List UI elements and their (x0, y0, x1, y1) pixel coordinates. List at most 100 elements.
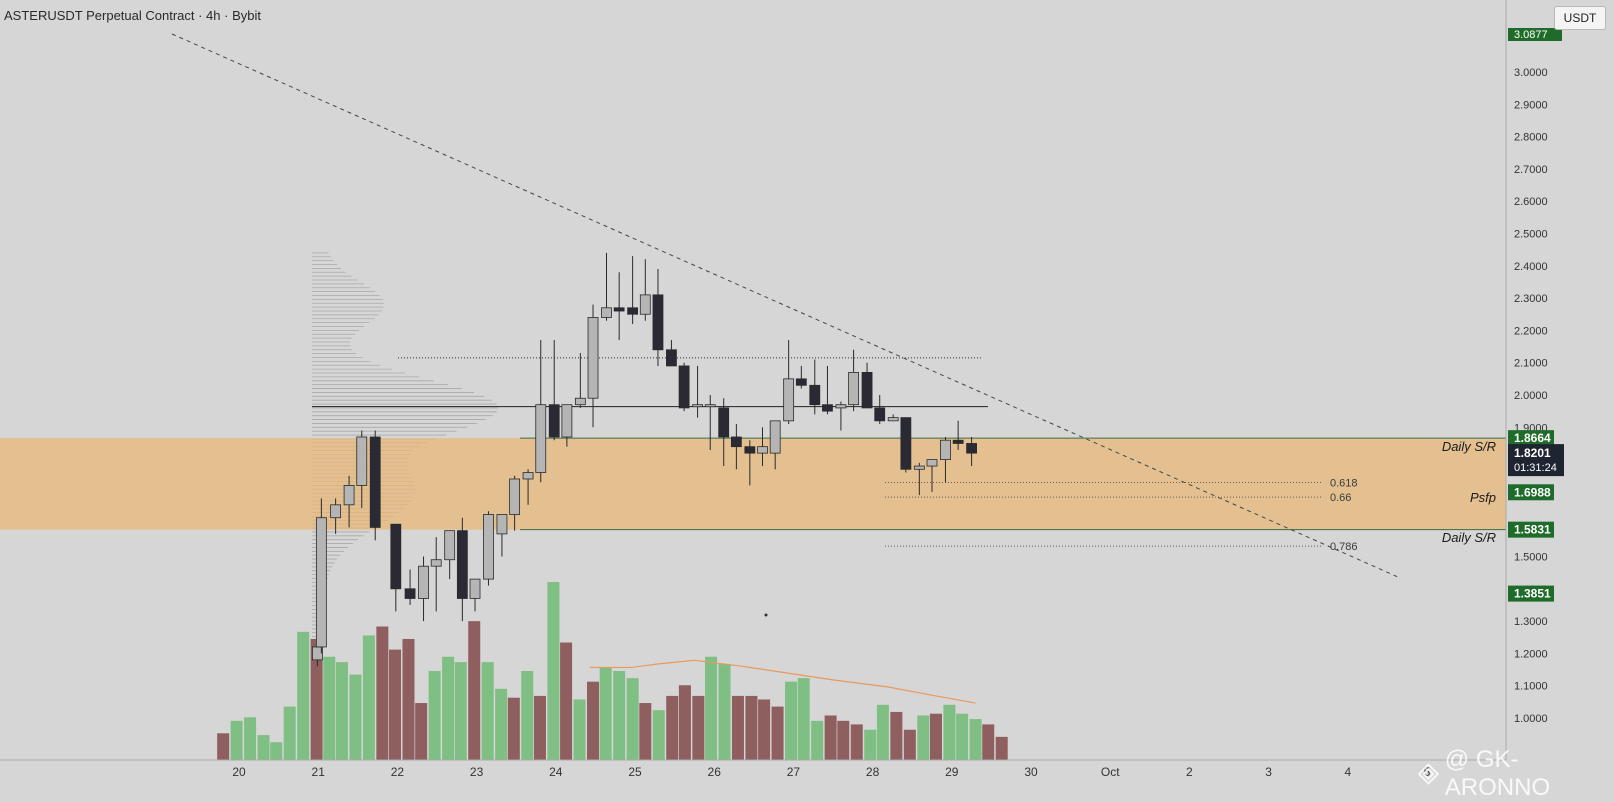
price-label-2: 1.6988 (1514, 485, 1551, 499)
candle-body (769, 420, 781, 454)
fib-label-1: 0.66 (1330, 492, 1351, 504)
volume-bar (257, 735, 270, 760)
x-tick-label: Oct (1101, 765, 1120, 779)
volume-bar (837, 720, 850, 760)
volume-bar (864, 729, 877, 760)
x-tick-label: 30 (1024, 765, 1038, 779)
y-tick-label: 1.5000 (1514, 552, 1548, 564)
volume-ma-line (589, 659, 976, 704)
candle-body (652, 294, 664, 351)
volume-bar (244, 717, 257, 760)
candle-body (548, 404, 560, 438)
price-label-4: 1.3851 (1514, 587, 1551, 601)
volume-bar (771, 706, 784, 760)
y-tick-label: 2.4000 (1514, 261, 1548, 273)
volume-bar (349, 674, 362, 760)
volume-bar (428, 671, 441, 760)
zone-annotation-0: Daily S/R (1442, 439, 1496, 454)
volume-bar (929, 713, 942, 760)
candle-body (561, 404, 573, 438)
volume-bar (521, 671, 534, 760)
candle-body (692, 404, 703, 408)
y-tick-label: 2.8000 (1514, 132, 1548, 144)
volume-bar (587, 681, 600, 760)
binance-diamond-icon (1418, 763, 1439, 785)
x-tick-label: 28 (866, 765, 880, 779)
volume-bar (547, 582, 560, 760)
x-tick-label: 3 (1265, 765, 1272, 779)
volume-bar (678, 685, 691, 760)
candle-body (418, 565, 429, 599)
top-price-label: 3.0877 (1514, 29, 1548, 41)
volume-bar (270, 742, 283, 760)
volume-bar (824, 715, 837, 760)
candle-body (926, 459, 938, 467)
candle-body (330, 504, 342, 519)
candle-body (469, 578, 481, 599)
candle-body (639, 294, 651, 315)
candle-body (757, 446, 768, 454)
candle-body (795, 378, 807, 386)
candle-body (444, 530, 456, 561)
top-price-label-bg (1508, 28, 1562, 41)
candle-body (966, 443, 977, 454)
volume-bar (850, 724, 863, 760)
volume-bar (652, 710, 665, 760)
y-tick-label: 1.2000 (1514, 648, 1548, 660)
candle-body (718, 407, 730, 438)
volume-bar (495, 688, 508, 760)
y-tick-label: 2.2000 (1514, 325, 1548, 337)
volume-bar (283, 706, 296, 760)
candle-body (509, 478, 521, 515)
current-price-label-bg (1508, 444, 1564, 477)
current-price-label: 1.8201 (1514, 446, 1551, 460)
volume-bar (969, 719, 982, 760)
volume-bar (402, 638, 415, 760)
chart-title: ASTERUSDT Perpetual Contract · 4h · Bybi… (4, 8, 261, 23)
x-tick-label: 25 (628, 765, 642, 779)
volume-bar (917, 715, 930, 760)
zone-annotation-1: Psfp (1470, 490, 1496, 505)
volume-bar (599, 667, 612, 760)
volume-bar (481, 662, 494, 760)
volume-bar (613, 671, 626, 760)
price-label-0: 1.8664 (1514, 431, 1551, 445)
y-tick-label: 2.7000 (1514, 164, 1548, 176)
y-tick-label: 2.5000 (1514, 229, 1548, 241)
candle-body (430, 559, 442, 567)
y-tick-label: 1.1000 (1514, 681, 1548, 693)
y-tick-label: 2.9000 (1514, 99, 1548, 111)
volume-bar (217, 733, 230, 760)
price-label-bg (1508, 484, 1554, 501)
candle-body (730, 436, 742, 448)
volume-bar (982, 724, 995, 760)
volume-bar (507, 697, 520, 760)
price-label-3: 1.5831 (1514, 523, 1551, 537)
y-tick-label: 2.3000 (1514, 293, 1548, 305)
candle-body (848, 371, 859, 406)
candle-body (315, 517, 327, 648)
volume-bar (376, 626, 389, 760)
y-tick-label: 1.0000 (1514, 713, 1548, 725)
volume-bar (335, 662, 348, 760)
currency-selector-button[interactable]: USDT (1554, 6, 1606, 30)
volume-bar (745, 695, 758, 760)
x-tick-label: 23 (470, 765, 484, 779)
watermark-text: @ GK-ARONNO (1444, 746, 1551, 801)
time-axis-area (0, 760, 1506, 786)
candle-body (952, 439, 964, 444)
candle-body (456, 530, 468, 599)
candle-body (343, 485, 355, 506)
volume-bar (758, 699, 771, 760)
x-tick-label: 22 (391, 765, 405, 779)
candle-body (783, 378, 795, 422)
candle-body (369, 436, 381, 528)
volume-bar (626, 678, 639, 760)
volume-bar (811, 720, 824, 760)
candle-body (940, 439, 951, 461)
volume-bars (217, 582, 1008, 760)
watermark: @ GK-ARONNO (1418, 746, 1614, 802)
volume-bar (442, 656, 455, 760)
x-tick-label: 26 (708, 765, 722, 779)
